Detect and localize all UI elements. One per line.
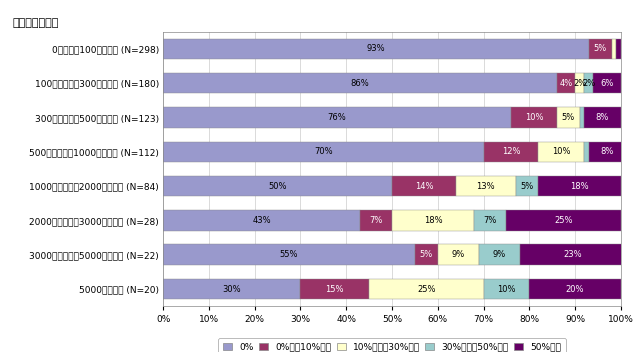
Text: 8%: 8%	[596, 113, 609, 122]
Bar	[438, 244, 479, 265]
Text: 20%: 20%	[566, 284, 584, 294]
Bar	[580, 107, 584, 128]
Text: 86%: 86%	[351, 78, 369, 88]
Text: 15%: 15%	[326, 284, 344, 294]
Bar	[506, 210, 621, 231]
Bar	[163, 279, 301, 299]
Bar	[612, 38, 616, 59]
Text: 4%: 4%	[559, 78, 573, 88]
Text: 25%: 25%	[417, 284, 436, 294]
Text: 70%: 70%	[314, 147, 333, 156]
Bar	[163, 244, 415, 265]
Bar	[557, 107, 580, 128]
Bar	[163, 107, 511, 128]
Bar	[369, 279, 484, 299]
Bar	[484, 142, 538, 162]
Text: 14%: 14%	[415, 182, 433, 191]
Bar	[484, 279, 529, 299]
Bar	[456, 176, 516, 196]
Text: 7%: 7%	[484, 216, 497, 225]
Text: 5%: 5%	[593, 44, 607, 54]
Bar	[163, 210, 360, 231]
Bar	[474, 210, 506, 231]
Bar	[557, 73, 575, 94]
Text: 13%: 13%	[477, 182, 495, 191]
Text: 23%: 23%	[563, 250, 582, 259]
Text: 5%: 5%	[520, 182, 534, 191]
Text: 9%: 9%	[493, 250, 506, 259]
Bar	[616, 38, 621, 59]
Text: 30%: 30%	[223, 284, 241, 294]
Text: 10%: 10%	[525, 113, 543, 122]
Bar	[584, 73, 593, 94]
Text: 2%: 2%	[573, 78, 586, 88]
Text: 10%: 10%	[552, 147, 571, 156]
Text: 7%: 7%	[369, 216, 383, 225]
Text: 12%: 12%	[502, 147, 520, 156]
Text: 8%: 8%	[600, 147, 614, 156]
Text: 76%: 76%	[328, 113, 346, 122]
Text: 18%: 18%	[424, 216, 442, 225]
Bar	[163, 73, 557, 94]
Bar	[360, 210, 392, 231]
Bar	[538, 142, 584, 162]
Bar	[163, 142, 484, 162]
Bar	[584, 107, 621, 128]
Text: 5%: 5%	[561, 113, 575, 122]
Bar	[538, 176, 621, 196]
Text: 18%: 18%	[570, 182, 589, 191]
Bar	[163, 38, 589, 59]
Text: 2%: 2%	[582, 78, 595, 88]
Text: 93%: 93%	[367, 44, 385, 54]
Bar	[163, 176, 392, 196]
Text: ＜保有資産額＞: ＜保有資産額＞	[13, 18, 59, 27]
Bar	[589, 142, 625, 162]
Bar	[511, 107, 557, 128]
Text: 5%: 5%	[420, 250, 433, 259]
Bar	[516, 176, 538, 196]
Bar	[479, 244, 520, 265]
Bar	[575, 73, 584, 94]
Text: 55%: 55%	[280, 250, 298, 259]
Bar	[529, 279, 621, 299]
Legend: 0%, 0%超～10%未満, 10%以上～30%未満, 30%以上～50%未満, 50%以上: 0%, 0%超～10%未満, 10%以上～30%未満, 30%以上～50%未満,…	[218, 338, 566, 352]
Bar	[415, 244, 438, 265]
Bar	[301, 279, 369, 299]
Text: 9%: 9%	[452, 250, 465, 259]
Bar	[520, 244, 625, 265]
Bar	[392, 210, 474, 231]
Bar	[589, 38, 612, 59]
Text: 10%: 10%	[497, 284, 516, 294]
Bar	[584, 142, 589, 162]
Bar	[593, 73, 621, 94]
Text: 50%: 50%	[268, 182, 287, 191]
Bar	[392, 176, 456, 196]
Text: 25%: 25%	[554, 216, 573, 225]
Text: 43%: 43%	[252, 216, 271, 225]
Text: 6%: 6%	[600, 78, 614, 88]
